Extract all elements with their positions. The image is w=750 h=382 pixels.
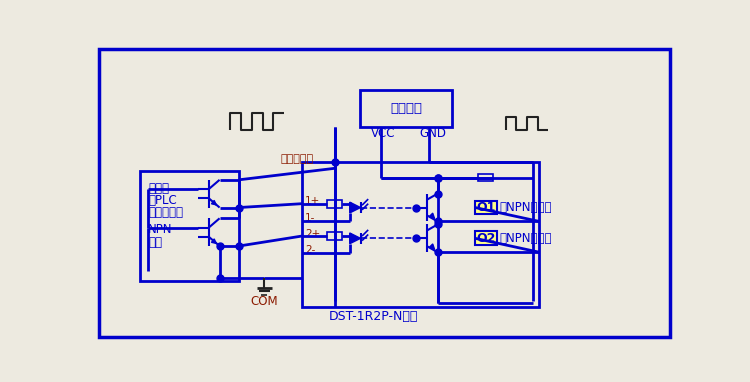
Text: 单片机: 单片机 bbox=[148, 182, 169, 195]
Text: NPN: NPN bbox=[148, 223, 172, 236]
Polygon shape bbox=[350, 202, 361, 213]
Bar bbox=[327, 200, 342, 207]
Text: 信号电源正: 信号电源正 bbox=[280, 154, 314, 164]
Bar bbox=[476, 231, 496, 245]
Text: 或PLC: 或PLC bbox=[148, 194, 177, 207]
Bar bbox=[327, 232, 342, 240]
Bar bbox=[478, 174, 493, 181]
Text: （NPN输出）: （NPN输出） bbox=[500, 232, 552, 245]
Text: 或光电开关: 或光电开关 bbox=[148, 206, 183, 219]
Bar bbox=[360, 90, 452, 127]
Text: O1: O1 bbox=[476, 201, 496, 214]
Text: 2-: 2- bbox=[305, 245, 316, 255]
Text: 直流电源: 直流电源 bbox=[390, 102, 422, 115]
Text: 输出: 输出 bbox=[148, 236, 162, 249]
Text: O2: O2 bbox=[476, 232, 496, 245]
Text: COM: COM bbox=[251, 295, 278, 308]
Text: 1-: 1- bbox=[305, 212, 316, 223]
Text: DST-1R2P-N模块: DST-1R2P-N模块 bbox=[329, 309, 419, 323]
Text: （NPN输出）: （NPN输出） bbox=[500, 201, 552, 214]
Text: GND: GND bbox=[420, 127, 447, 140]
Text: 2+: 2+ bbox=[305, 229, 320, 239]
Bar bbox=[302, 162, 539, 307]
Polygon shape bbox=[350, 233, 361, 244]
Text: 1+: 1+ bbox=[305, 196, 320, 206]
Bar bbox=[476, 201, 496, 214]
Bar bbox=[140, 172, 238, 281]
Text: VCC: VCC bbox=[370, 127, 395, 140]
